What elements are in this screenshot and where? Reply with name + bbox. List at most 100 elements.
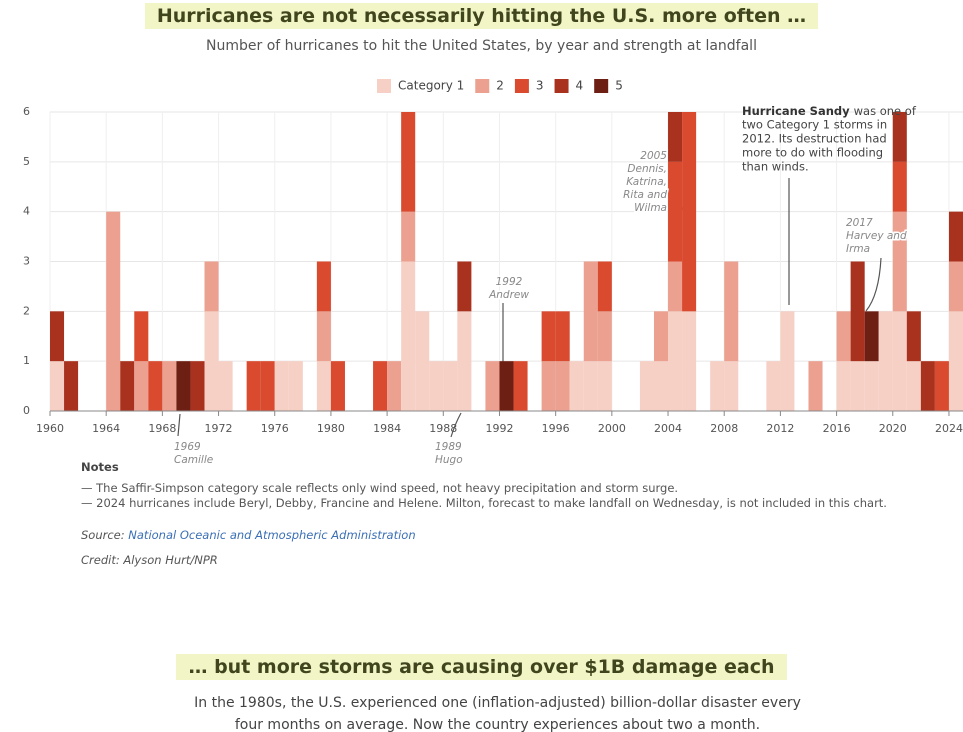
chart: 0 1 2 3 4 5 6 1960 1964 1968 1972 1976 1980 1984 1988 1… <box>23 79 963 468</box>
bar-segment <box>906 361 921 411</box>
bar-segment <box>864 311 879 362</box>
legend-label: Category 1 <box>398 79 464 93</box>
note: — 2024 hurricanes include Beryl, Debby, … <box>81 496 887 510</box>
annotation: Hugo <box>435 454 463 466</box>
bar-segment <box>668 261 683 312</box>
bar-segment <box>850 261 865 362</box>
bar-segment <box>485 361 500 411</box>
bar-segment <box>639 361 654 411</box>
legend-label: 4 <box>576 79 584 93</box>
x-tick-label: 1964 <box>92 422 120 435</box>
bar-segment <box>190 361 205 411</box>
annotation: more to do with flooding <box>742 146 883 160</box>
y-tick-label: 1 <box>23 354 30 367</box>
bar-segment <box>808 361 823 411</box>
bar-segment <box>401 211 416 262</box>
y-tick-label: 0 <box>23 404 30 417</box>
bar-segment <box>710 361 725 411</box>
bar-segment <box>906 311 921 362</box>
bar-segment <box>457 261 472 312</box>
annotation: Harvey and <box>846 230 907 242</box>
bar-segment <box>541 361 556 411</box>
section2-text: In the 1980s, the U.S. experienced one (… <box>194 695 801 732</box>
subtitle: Number of hurricanes to hit the United S… <box>206 38 757 54</box>
y-tick-label: 3 <box>23 255 30 268</box>
y-tick-label: 6 <box>23 105 30 118</box>
annotation: Rita and <box>623 189 667 201</box>
bar-segment <box>176 361 191 411</box>
bar-segment <box>668 311 683 411</box>
bar-segment <box>288 361 303 411</box>
annotation: 1969 <box>174 441 201 453</box>
bar-segment <box>724 261 739 362</box>
legend-swatch <box>475 79 490 93</box>
legend-swatch <box>377 79 391 93</box>
x-tick-label: 2004 <box>654 422 682 435</box>
bar-segment <box>316 361 331 411</box>
bar-segment <box>948 261 963 312</box>
chart-title: Hurricanes are not necessarily hitting t… <box>144 3 819 29</box>
source-link[interactable]: National Oceanic and Atmospheric Adminis… <box>128 528 416 542</box>
annotation: 2017 <box>846 217 873 229</box>
annotation: Hurricane Sandy was one of <box>742 104 917 118</box>
legend-label: 5 <box>615 79 623 93</box>
bar-segment <box>892 211 907 312</box>
y-tick-label: 5 <box>23 155 30 168</box>
bar-segment <box>316 261 331 312</box>
bar-segment <box>597 361 612 411</box>
x-tick-label: 2024 <box>935 422 963 435</box>
annotation: than winds. <box>742 160 809 174</box>
x-tick-label: 2012 <box>766 422 794 435</box>
bar-segment <box>120 361 135 411</box>
credit: Credit: Alyson Hurt/NPR <box>81 553 218 567</box>
x-tick-label: 1992 <box>485 422 513 435</box>
bar-segment <box>401 112 416 212</box>
bar-segment <box>218 361 233 411</box>
x-tick-label: 1980 <box>317 422 345 435</box>
bar-segment <box>766 361 781 411</box>
bar-segment <box>555 311 570 362</box>
annotation: Irma <box>846 243 870 255</box>
bar-segment <box>134 311 149 362</box>
legend-swatch <box>514 79 529 93</box>
source-label: Source: <box>81 528 125 542</box>
x-tick-label: 1996 <box>542 422 570 435</box>
bar-segment <box>555 361 570 411</box>
bar-segment <box>50 311 65 362</box>
x-tick-label: 2008 <box>710 422 738 435</box>
bar-segment <box>162 361 177 411</box>
section2-title-wrap: … but more storms are causing over $1B d… <box>0 654 963 680</box>
bar-segment <box>260 361 275 411</box>
bar-segment <box>682 311 697 411</box>
annotation: two Category 1 storms in <box>742 118 887 132</box>
x-tick-label: 2016 <box>823 422 851 435</box>
bar-segment <box>64 361 79 411</box>
bar-segment <box>134 361 149 411</box>
annotation: 2005 <box>640 150 667 162</box>
legend-label: 3 <box>536 79 544 93</box>
notes-title: Notes <box>81 460 119 474</box>
bar-segment <box>569 361 584 411</box>
annotation: Dennis, <box>627 163 667 175</box>
legend-swatch <box>554 79 569 93</box>
y-tick-label: 2 <box>23 304 30 317</box>
bar-segment <box>415 311 430 411</box>
bar-segment <box>668 161 683 262</box>
annotation: 2012. Its destruction had <box>742 132 887 146</box>
bar-segment <box>892 112 907 162</box>
bar-segment <box>597 261 612 312</box>
bar-segment <box>920 361 935 411</box>
annotation: 1992 <box>496 276 523 288</box>
bar-segment <box>204 261 219 312</box>
bar-segment <box>724 361 739 411</box>
annotation: Katrina, <box>626 176 667 188</box>
arrow <box>177 413 181 437</box>
note: — The Saffir-Simpson category scale refl… <box>81 481 679 495</box>
bar-segment <box>583 261 598 362</box>
bar-segment <box>682 112 697 312</box>
bar-segment <box>106 211 121 411</box>
bar-segment <box>653 311 669 362</box>
bar-segment <box>850 361 865 411</box>
bar-segment <box>274 361 289 411</box>
bar-segment <box>148 361 163 411</box>
